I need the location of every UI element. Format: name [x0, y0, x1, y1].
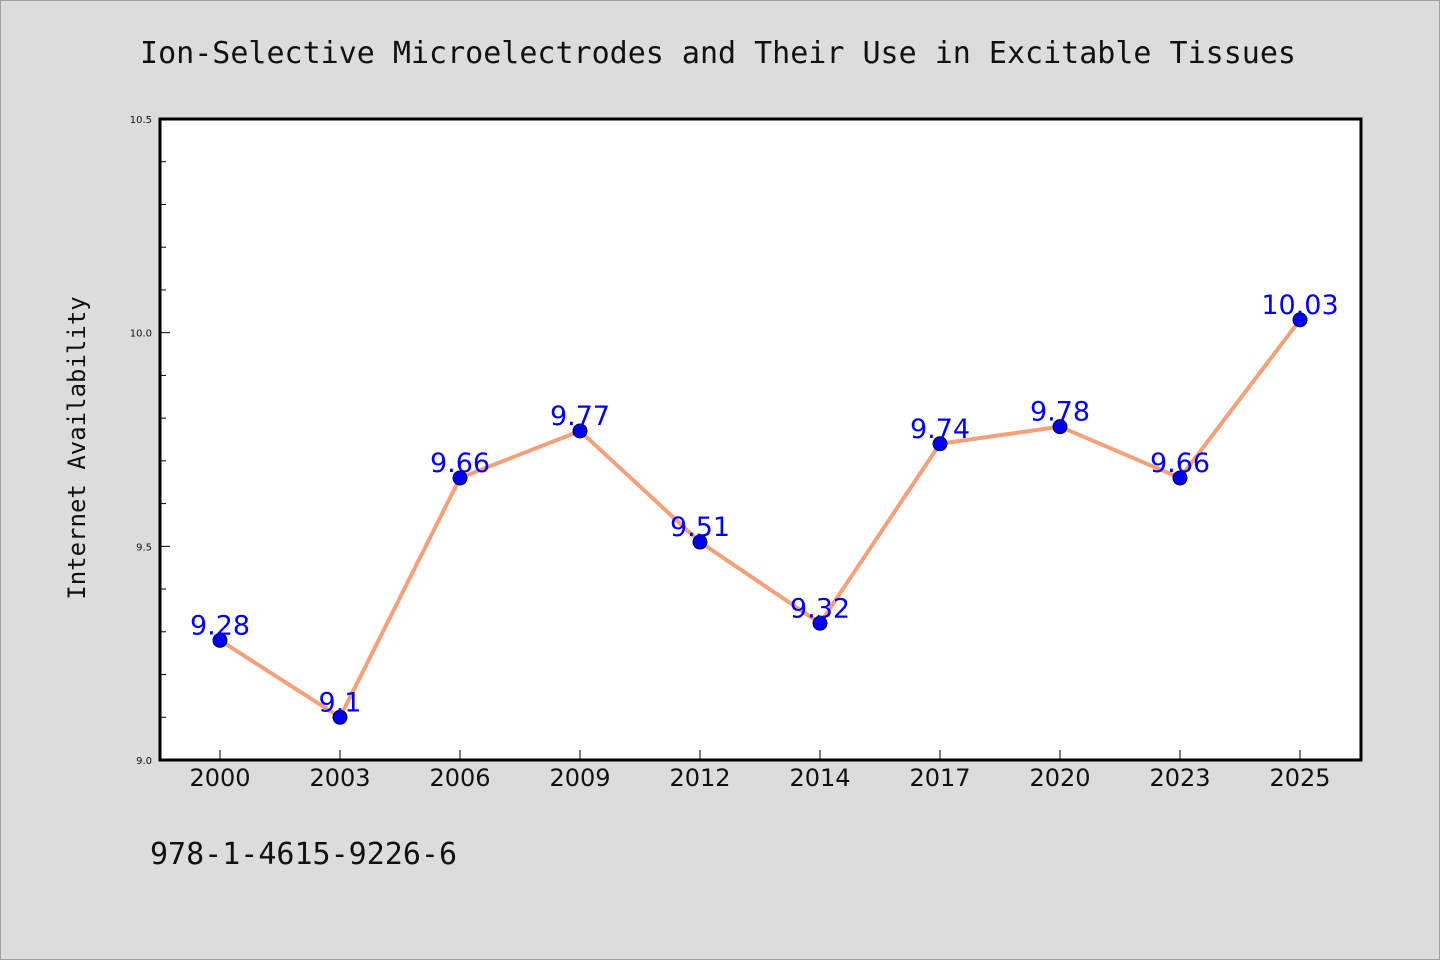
x-tick-label: 2012 — [669, 764, 730, 792]
data-point — [812, 615, 828, 631]
y-tick-label: 10.5 — [130, 115, 152, 126]
data-point — [572, 423, 588, 439]
data-label: 9.1 — [319, 687, 362, 718]
x-tick-label: 2014 — [789, 764, 850, 792]
series-markers — [212, 312, 1308, 725]
data-labels: 9.28 9.1 9.66 9.77 9.51 9.32 9.74 9.78 9.66 10.03 — [190, 290, 1339, 718]
data-point — [212, 632, 228, 648]
chart-title: Ion-Selective Microelectrodes and Their … — [140, 36, 1296, 71]
x-tick-label: 2006 — [429, 764, 490, 792]
x-axis: 2000 2003 2006 2009 2012 2014 2017 2020 2023 2025 — [189, 750, 1331, 792]
y-tick-label: 9.0 — [136, 756, 152, 767]
y-axis-label: Internet Availability — [63, 296, 91, 599]
data-label: 9.77 — [550, 401, 610, 432]
data-label: 9.74 — [910, 414, 970, 445]
data-point — [1052, 419, 1068, 435]
data-label: 9.78 — [1030, 397, 1090, 428]
data-label: 9.66 — [430, 448, 490, 479]
data-point — [332, 709, 348, 725]
plot-area — [158, 117, 1363, 762]
y-tick-label: 9.5 — [136, 542, 152, 553]
isbn-text: 978-1-4615-9226-6 — [150, 837, 457, 872]
x-tick-label: 2017 — [909, 764, 970, 792]
x-tick-label: 2003 — [309, 764, 370, 792]
data-point — [452, 470, 468, 486]
x-tick-label: 2020 — [1029, 764, 1090, 792]
y-tick-label: 10.0 — [130, 329, 152, 340]
y-axis: 9.0 9.5 10.0 10.5 — [130, 115, 170, 767]
data-label: 9.32 — [790, 593, 850, 624]
x-tick-label: 2023 — [1149, 764, 1210, 792]
series-line — [218, 317, 1302, 720]
data-label: 9.28 — [190, 610, 250, 641]
x-tick-label: 2009 — [549, 764, 610, 792]
x-tick-label: 2000 — [189, 764, 250, 792]
data-label: 10.03 — [1261, 290, 1338, 321]
data-label: 9.51 — [670, 512, 730, 543]
x-tick-label: 2025 — [1269, 764, 1330, 792]
data-point — [1172, 470, 1188, 486]
data-point — [932, 436, 948, 452]
data-label: 9.66 — [1150, 448, 1210, 479]
data-point — [692, 534, 708, 550]
data-point — [1292, 312, 1308, 328]
